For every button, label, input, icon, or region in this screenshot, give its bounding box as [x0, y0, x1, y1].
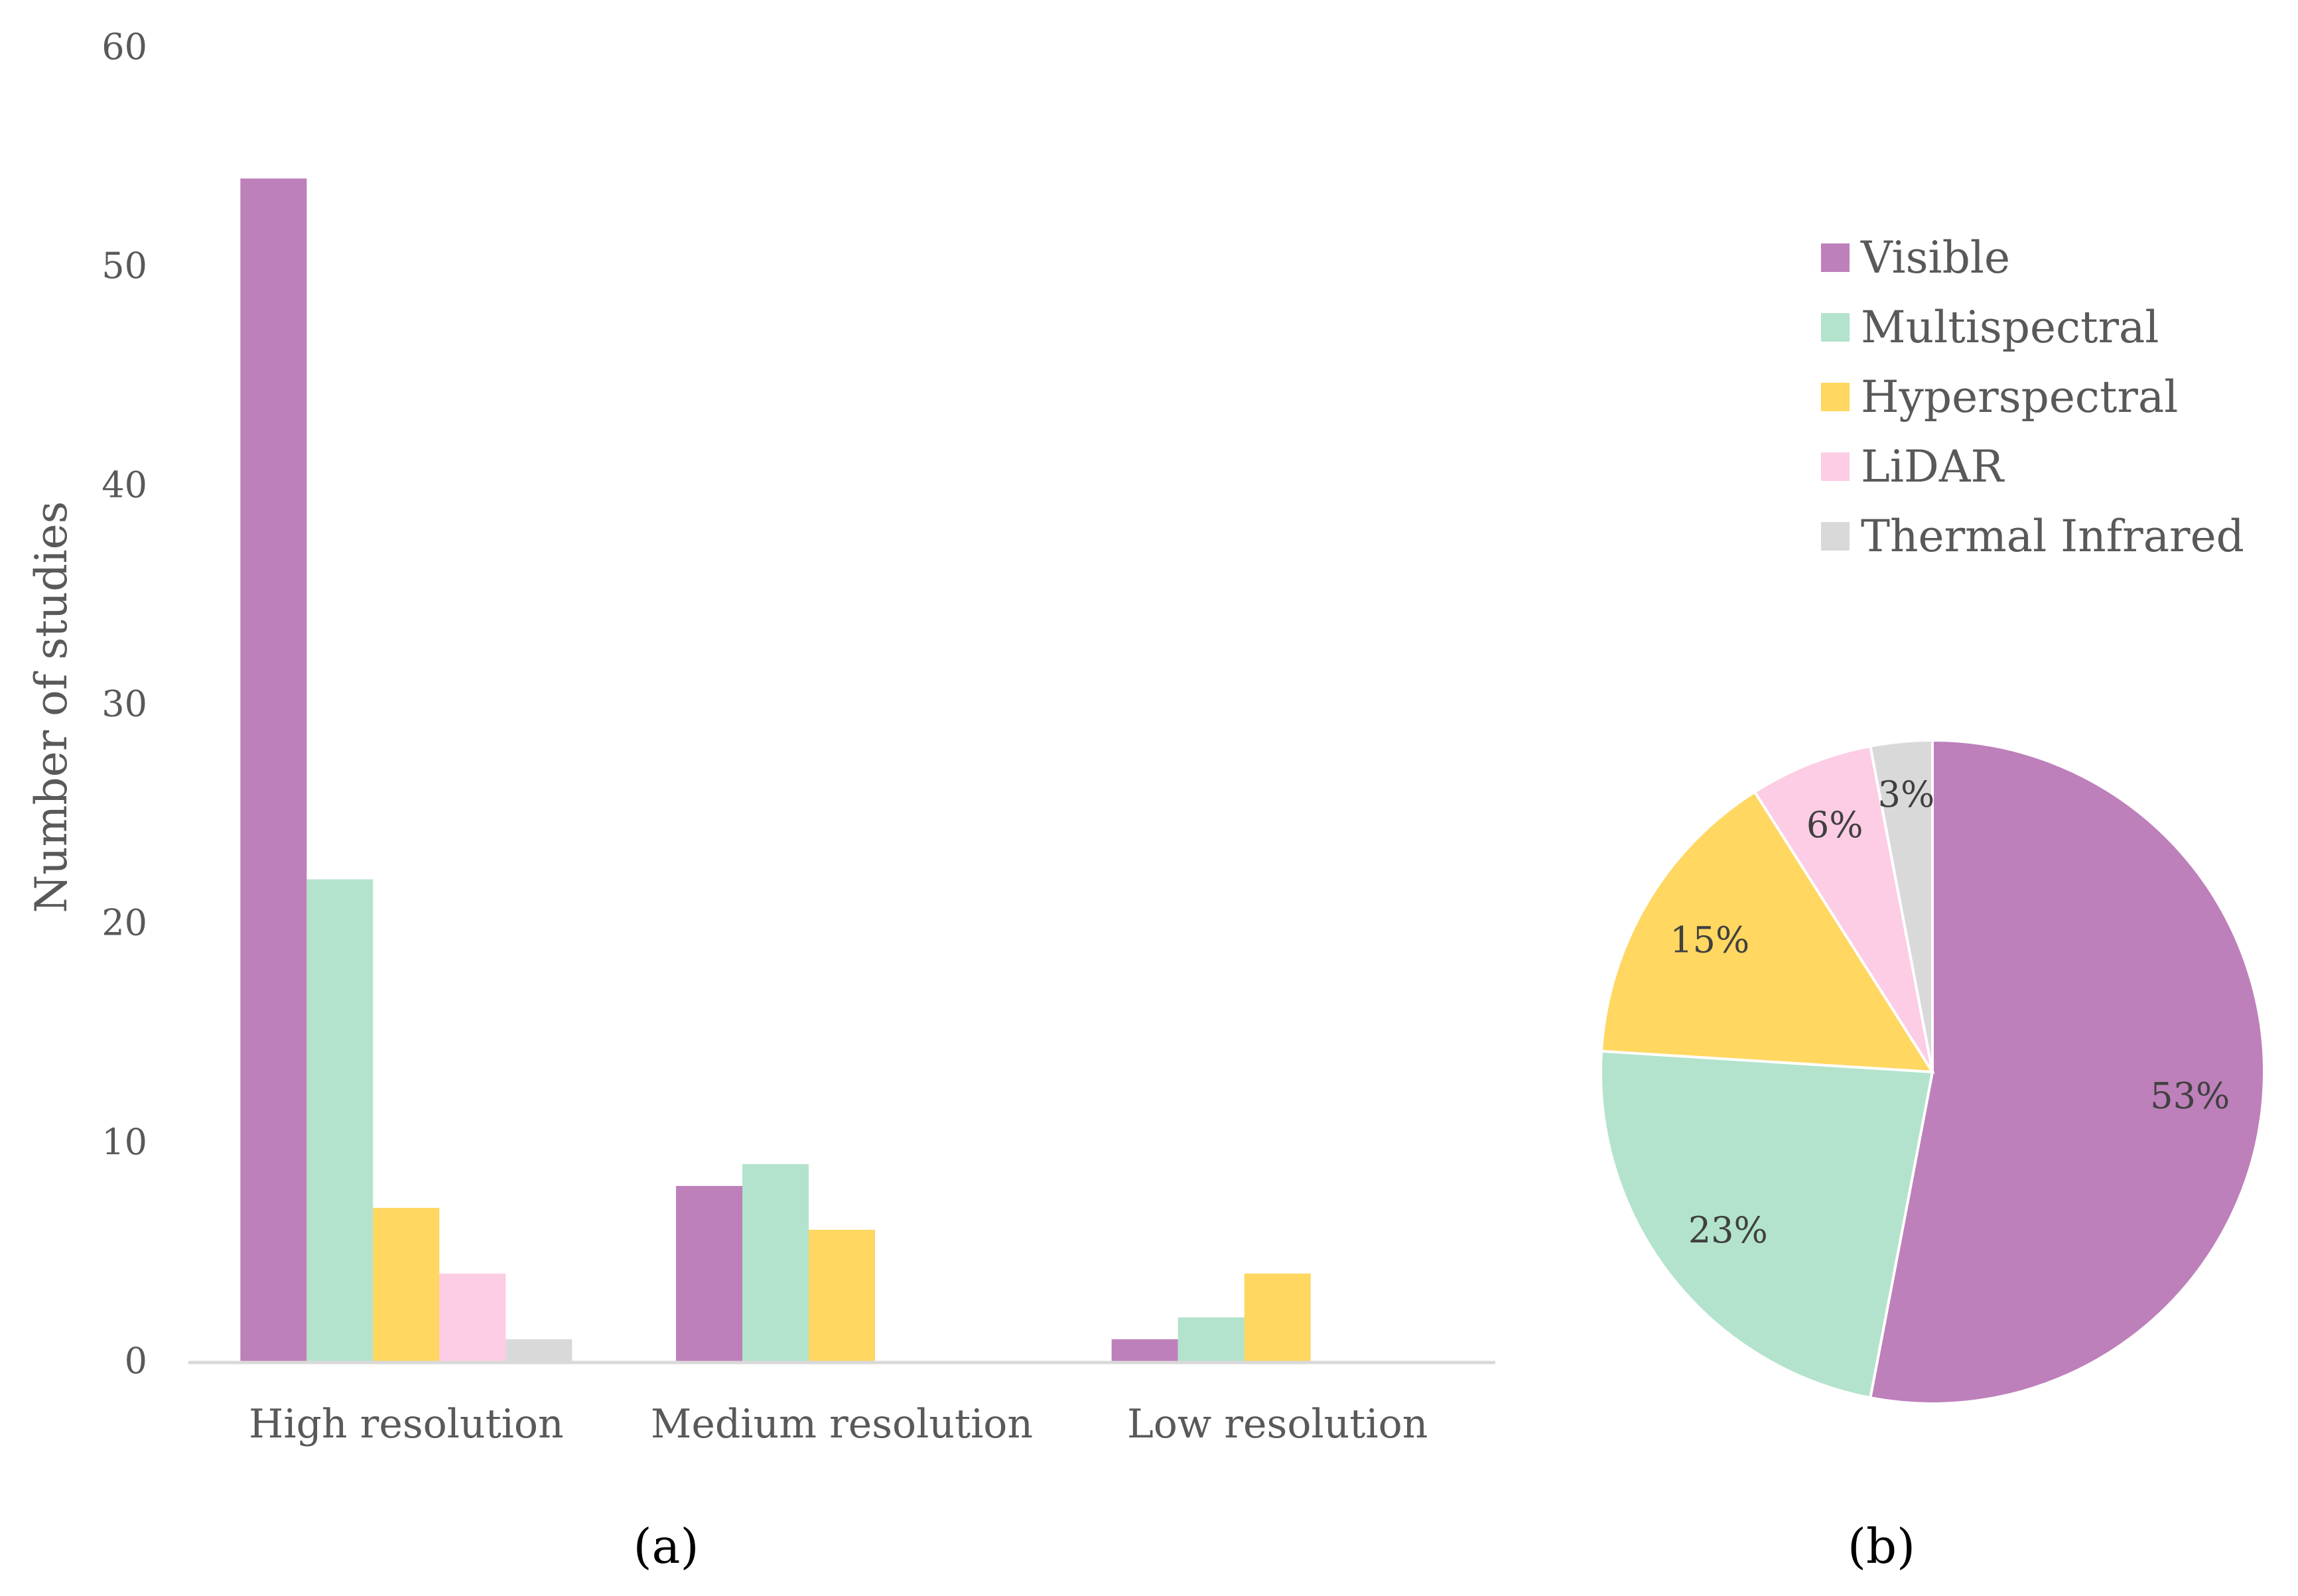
legend-label: Multispectral [1861, 302, 2159, 353]
pie-slice-multispectral [1599, 1049, 1934, 1400]
x-tick-label: High resolution [249, 1401, 564, 1447]
y-tick-label: 0 [125, 1340, 147, 1382]
legend-swatch [1821, 243, 1850, 272]
y-axis-label: Number of studies [26, 501, 77, 913]
bar-visible [676, 1185, 742, 1361]
legend-swatch [1821, 452, 1850, 481]
pie-chart: 53% 23% 15% 6% 3% [1599, 738, 2265, 1405]
caption-b: (b) [1848, 1518, 1915, 1574]
x-tick-label: Medium resolution [651, 1401, 1033, 1447]
bar-visible [240, 178, 307, 1362]
legend-label: Visible [1860, 232, 2010, 283]
pie-data-label: 53% [2150, 1075, 2230, 1117]
y-tick-label: 30 [101, 683, 147, 725]
bar-hyperspectral [1244, 1273, 1311, 1361]
bar-lidar [439, 1273, 506, 1361]
bar-multispectral [306, 879, 373, 1361]
y-tick-label: 60 [101, 26, 147, 68]
bar-hyperspectral [809, 1229, 875, 1361]
bar-multispectral [1178, 1317, 1245, 1361]
legend-label: Hyperspectral [1861, 371, 2178, 423]
caption-a: (a) [633, 1518, 699, 1574]
bar-multispectral [742, 1164, 809, 1361]
bar-thermal-infrared [506, 1339, 573, 1361]
y-tick-label: 40 [101, 464, 147, 505]
legend: Visible Multispectral Hyperspectral LiDAR Th… [1821, 232, 2244, 562]
legend-label: LiDAR [1861, 441, 2005, 492]
x-tick-label: Low resolution [1127, 1401, 1428, 1447]
legend-swatch [1821, 522, 1850, 551]
bar-visible [1111, 1339, 1178, 1361]
y-tick-label: 50 [101, 245, 147, 287]
pie-slice-visible [1868, 738, 2265, 1405]
pie-slice-lidar [1753, 744, 1934, 1073]
pie-data-label: 3% [1878, 773, 1935, 815]
legend-swatch [1821, 313, 1850, 342]
bar-chart: 0 10 20 30 40 50 60 High resolution Medium resol… [101, 26, 1495, 1447]
pie-slice-hyperspectral [1599, 790, 1935, 1074]
legend-swatch [1821, 383, 1850, 411]
pie-data-label: 23% [1688, 1209, 1768, 1251]
pie-data-label: 15% [1670, 919, 1749, 961]
pie-slice-thermal-infrared [1868, 738, 1934, 1073]
legend-label: Thermal Infrared [1861, 511, 2244, 562]
pie-data-label: 6% [1806, 804, 1863, 846]
y-tick-label: 10 [101, 1121, 147, 1163]
y-tick-label: 20 [101, 902, 147, 944]
bar-hyperspectral [373, 1207, 440, 1361]
